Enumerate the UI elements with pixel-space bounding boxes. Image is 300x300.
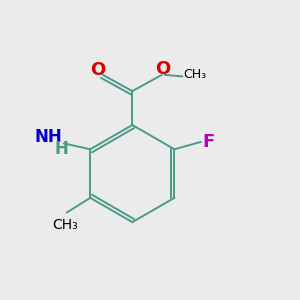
Text: O: O [90, 61, 105, 79]
Text: F: F [202, 133, 214, 151]
Text: O: O [155, 60, 170, 78]
Text: H: H [54, 140, 68, 158]
Text: CH₃: CH₃ [52, 218, 78, 232]
Text: CH₃: CH₃ [183, 68, 206, 80]
Text: NH: NH [34, 128, 62, 146]
